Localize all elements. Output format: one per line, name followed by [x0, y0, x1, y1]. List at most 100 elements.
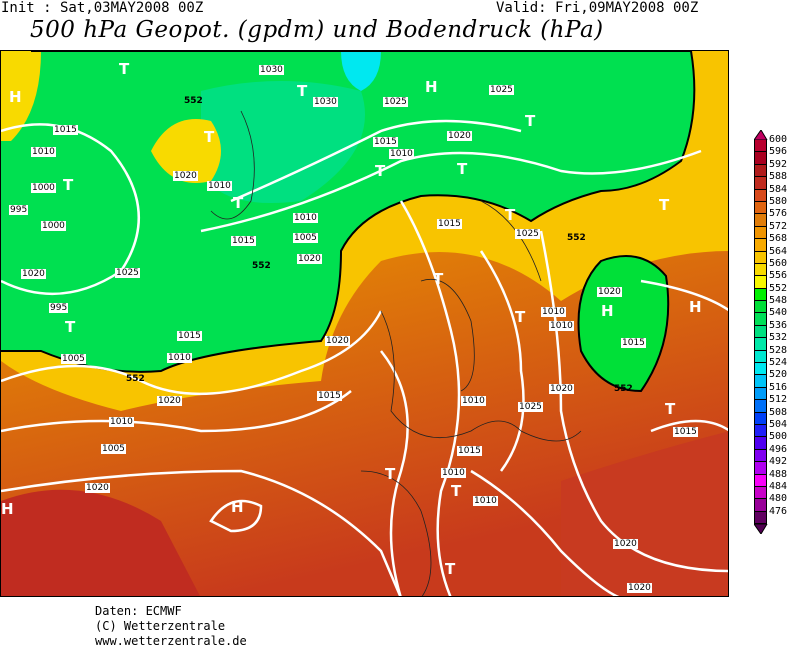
low-pressure-marker: T [375, 162, 386, 180]
legend-label: 576 [769, 208, 788, 220]
legend-swatch [754, 350, 767, 364]
geopotential-label: 552 [184, 96, 203, 106]
legend-swatch [754, 474, 767, 487]
legend-label: 560 [769, 257, 788, 269]
low-core [341, 51, 381, 91]
isobar-label: 1015 [437, 219, 462, 229]
map-field [1, 51, 728, 596]
low-pressure-marker: T [385, 465, 396, 483]
isobar-label: 995 [49, 303, 69, 313]
legend-band: 556 [754, 270, 790, 289]
legend-band: 484 [754, 481, 790, 500]
low-pressure-marker: T [665, 400, 676, 418]
legend-label: 564 [769, 245, 788, 257]
legend-swatch [754, 462, 767, 475]
isobar-label: 1010 [109, 417, 134, 427]
legend-band: 536 [754, 320, 790, 339]
legend-swatch [754, 412, 767, 425]
isobar-label: 1015 [457, 446, 482, 456]
legend-band: 572 [754, 221, 790, 240]
isobar-label: 1020 [157, 396, 182, 406]
isobar-label: 1030 [313, 97, 338, 107]
legend-label: 556 [769, 270, 788, 282]
low-pressure-marker: T [445, 560, 456, 578]
legend-top-arrow [754, 130, 768, 140]
map-title: 500 hPa Geopot. (gpdm) und Bodendruck (h… [30, 17, 604, 43]
isobar-label: 1015 [53, 125, 78, 135]
legend-label: 488 [769, 468, 788, 480]
legend-band: 592 [754, 159, 790, 178]
isobar-label: 1025 [515, 229, 540, 239]
geopotential-label: 552 [567, 233, 586, 243]
legend-swatch [754, 400, 767, 413]
legend-band: 508 [754, 407, 790, 425]
isobar-label: 1015 [317, 391, 342, 401]
high-pressure-marker: H [689, 298, 702, 316]
low-pressure-marker: T [451, 482, 462, 500]
isobar-label: 1005 [293, 233, 318, 243]
legend-swatch [754, 375, 767, 388]
legend-band: 584 [754, 184, 790, 202]
isobar-label: 1020 [297, 254, 322, 264]
isobar-label: 1000 [31, 183, 56, 193]
legend-swatch [754, 263, 767, 277]
low-pressure-marker: T [65, 318, 76, 336]
isobar-label: 1025 [489, 85, 514, 95]
footer-data-source: Daten: ECMWF [95, 604, 182, 618]
isobar-label: 1010 [31, 147, 56, 157]
legend-label: 484 [769, 480, 788, 492]
isobar-label: 1025 [115, 268, 140, 278]
legend-label: 520 [769, 369, 788, 381]
legend-bottom-arrow [754, 524, 768, 535]
low-pressure-marker: T [525, 112, 536, 130]
legend-swatch [754, 201, 767, 215]
legend-swatch [754, 499, 767, 512]
geopotential-label: 552 [614, 384, 633, 394]
isobar-label: 1005 [101, 444, 126, 454]
isobar-label: 995 [9, 205, 29, 215]
legend-swatch [754, 140, 767, 153]
legend-swatch [754, 449, 767, 463]
isobar-label: 1020 [85, 483, 110, 493]
yellow-patch [1, 51, 41, 141]
legend-swatch [754, 239, 767, 252]
very-warm-area [561, 431, 728, 596]
legend-label: 492 [769, 456, 788, 468]
legend-swatch [754, 177, 767, 190]
low-pressure-marker: T [204, 128, 215, 146]
low-pressure-marker: T [433, 270, 444, 288]
552-contour [1, 51, 696, 373]
legend-band: 504 [754, 419, 790, 438]
legend-label: 584 [769, 183, 788, 195]
legend-band: 516 [754, 382, 790, 401]
low-pressure-marker: T [297, 82, 308, 100]
isobars [1, 119, 728, 596]
legend-label: 512 [769, 394, 788, 406]
legend-label: 572 [769, 220, 788, 232]
legend-swatch [754, 363, 767, 376]
legend-label: 536 [769, 319, 788, 331]
legend-band: 500 [754, 431, 790, 450]
footer-copyright: (C) Wetterzentrale [95, 619, 226, 633]
high-pressure-marker: H [601, 302, 614, 320]
isobar-label: 1010 [461, 396, 486, 406]
legend-swatch [754, 387, 767, 401]
isobar-label: 1010 [541, 307, 566, 317]
isobar-label: 1020 [597, 287, 622, 297]
legend-label: 592 [769, 158, 788, 170]
low-pressure-marker: T [505, 206, 516, 224]
legend-band: 488 [754, 469, 790, 487]
isobar-label: 1020 [627, 583, 652, 593]
footer-website[interactable]: www.wetterzentrale.de [95, 634, 247, 648]
legend-label: 528 [769, 344, 788, 356]
init-time: Init : Sat,03MAY2008 00Z [1, 0, 204, 16]
isobar-label: 1010 [167, 353, 192, 363]
legend-swatch [754, 486, 767, 500]
low-pressure-marker: T [659, 196, 670, 214]
legend-swatch [754, 226, 767, 240]
legend-swatch [754, 164, 767, 178]
legend-swatch [754, 338, 767, 351]
legend-label: 532 [769, 332, 788, 344]
legend-label: 500 [769, 431, 788, 443]
legend-label: 480 [769, 493, 788, 505]
